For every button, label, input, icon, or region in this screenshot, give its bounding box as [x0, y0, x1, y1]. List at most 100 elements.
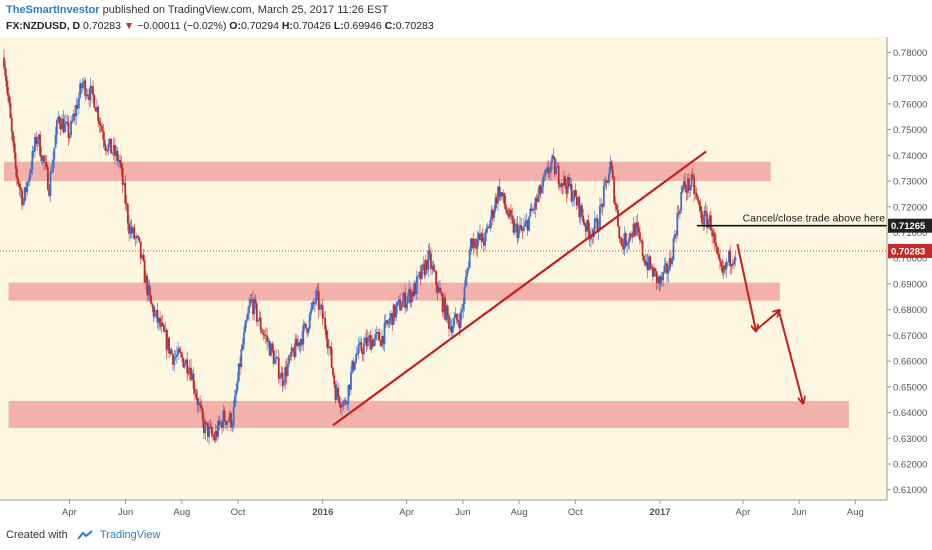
trendline[interactable]: [332, 150, 707, 427]
y-tick-label: 0.71000: [893, 228, 927, 239]
candle-body: [275, 357, 278, 358]
candle-body: [146, 275, 149, 296]
candle-body: [333, 375, 336, 385]
candle-body: [636, 222, 639, 228]
candle-body: [346, 403, 349, 405]
candle-body: [468, 250, 471, 268]
candle-body: [12, 131, 14, 142]
candle-body: [235, 390, 238, 396]
published-text: published on TradingView.com, March 25, …: [99, 4, 389, 16]
candle-body: [6, 86, 9, 96]
candle-body: [519, 225, 521, 229]
y-tick-label: 0.69000: [893, 279, 927, 290]
candle-body: [457, 319, 459, 323]
candle-body: [268, 341, 271, 356]
candle-body: [392, 304, 395, 325]
candle-body: [502, 193, 505, 197]
candle-body: [377, 332, 379, 333]
x-tick-label: Jun: [455, 507, 470, 518]
candle-body: [406, 296, 409, 303]
candle-body: [58, 116, 61, 124]
candle-body: [37, 134, 40, 140]
candle-body: [503, 193, 506, 205]
candle-body: [279, 377, 281, 379]
candle-body: [65, 121, 67, 124]
candle-body: [352, 360, 355, 370]
candle-body: [602, 185, 605, 207]
candle-body: [299, 339, 302, 347]
candle-body: [646, 261, 649, 271]
candle-body: [126, 204, 129, 224]
candle-body: [618, 226, 621, 239]
candle-body: [472, 238, 475, 248]
candle-body: [680, 192, 683, 211]
close-label: C:: [384, 20, 396, 32]
candle-body: [642, 255, 645, 261]
candle-body: [547, 167, 550, 174]
candle-body: [520, 225, 523, 230]
candle-body: [194, 388, 196, 394]
candle-body: [645, 261, 648, 266]
candle-body: [400, 307, 403, 311]
candle-body: [498, 186, 501, 198]
candle-body: [172, 354, 174, 365]
candle-body: [356, 352, 359, 355]
candle-body: [338, 396, 341, 405]
candle-body: [372, 339, 374, 347]
candle-body: [72, 113, 75, 121]
candle-body: [103, 139, 106, 147]
candle-body: [560, 183, 563, 188]
candle-body: [610, 161, 613, 170]
candle-body: [339, 404, 342, 408]
candle-body: [608, 173, 610, 183]
candle-body: [110, 138, 112, 154]
candle-body: [534, 198, 537, 210]
candle-body: [364, 337, 367, 344]
x-tick-label: Apr: [399, 507, 414, 518]
candle-body: [729, 250, 732, 267]
candle-body: [566, 176, 569, 194]
candle-body: [722, 265, 725, 273]
candle-body: [409, 289, 412, 303]
candle-body: [355, 354, 358, 363]
candle-body: [620, 238, 623, 247]
candle-body: [99, 124, 102, 126]
candle-body: [663, 265, 666, 273]
candle-body: [31, 150, 34, 170]
tradingview-link[interactable]: TradingView: [99, 529, 161, 541]
candle-body: [315, 290, 318, 304]
candle-body: [444, 297, 447, 320]
candle-body: [156, 309, 159, 323]
candle-body: [529, 208, 532, 217]
candle-body: [654, 268, 657, 272]
candle-body: [132, 227, 134, 234]
y-tick-label: 0.67000: [893, 331, 927, 342]
author-link[interactable]: TheSmartInvestor: [6, 4, 100, 16]
candle-body: [230, 412, 232, 428]
candle-body: [550, 162, 552, 172]
candle-body: [290, 347, 293, 357]
candle-body: [294, 338, 297, 357]
candle-body: [530, 208, 533, 211]
y-tick-label: 0.66000: [893, 357, 927, 368]
candle-body: [262, 332, 265, 335]
candle-body: [373, 338, 376, 347]
candle-body: [546, 167, 548, 171]
candle-body: [264, 335, 267, 336]
candle-body: [657, 276, 659, 283]
candle-body: [734, 256, 737, 261]
candle-body: [130, 226, 133, 234]
candle-body: [17, 178, 20, 185]
candle-body: [569, 184, 572, 187]
candle-body: [57, 116, 60, 121]
candle-body: [648, 256, 650, 271]
candle-body: [293, 350, 296, 357]
candle-body: [604, 180, 607, 186]
candle-body: [316, 290, 319, 292]
candle-body: [101, 125, 103, 132]
candle-body: [90, 85, 93, 87]
candle-body: [525, 220, 528, 223]
candle-body: [325, 329, 328, 340]
candle-body: [75, 104, 78, 117]
